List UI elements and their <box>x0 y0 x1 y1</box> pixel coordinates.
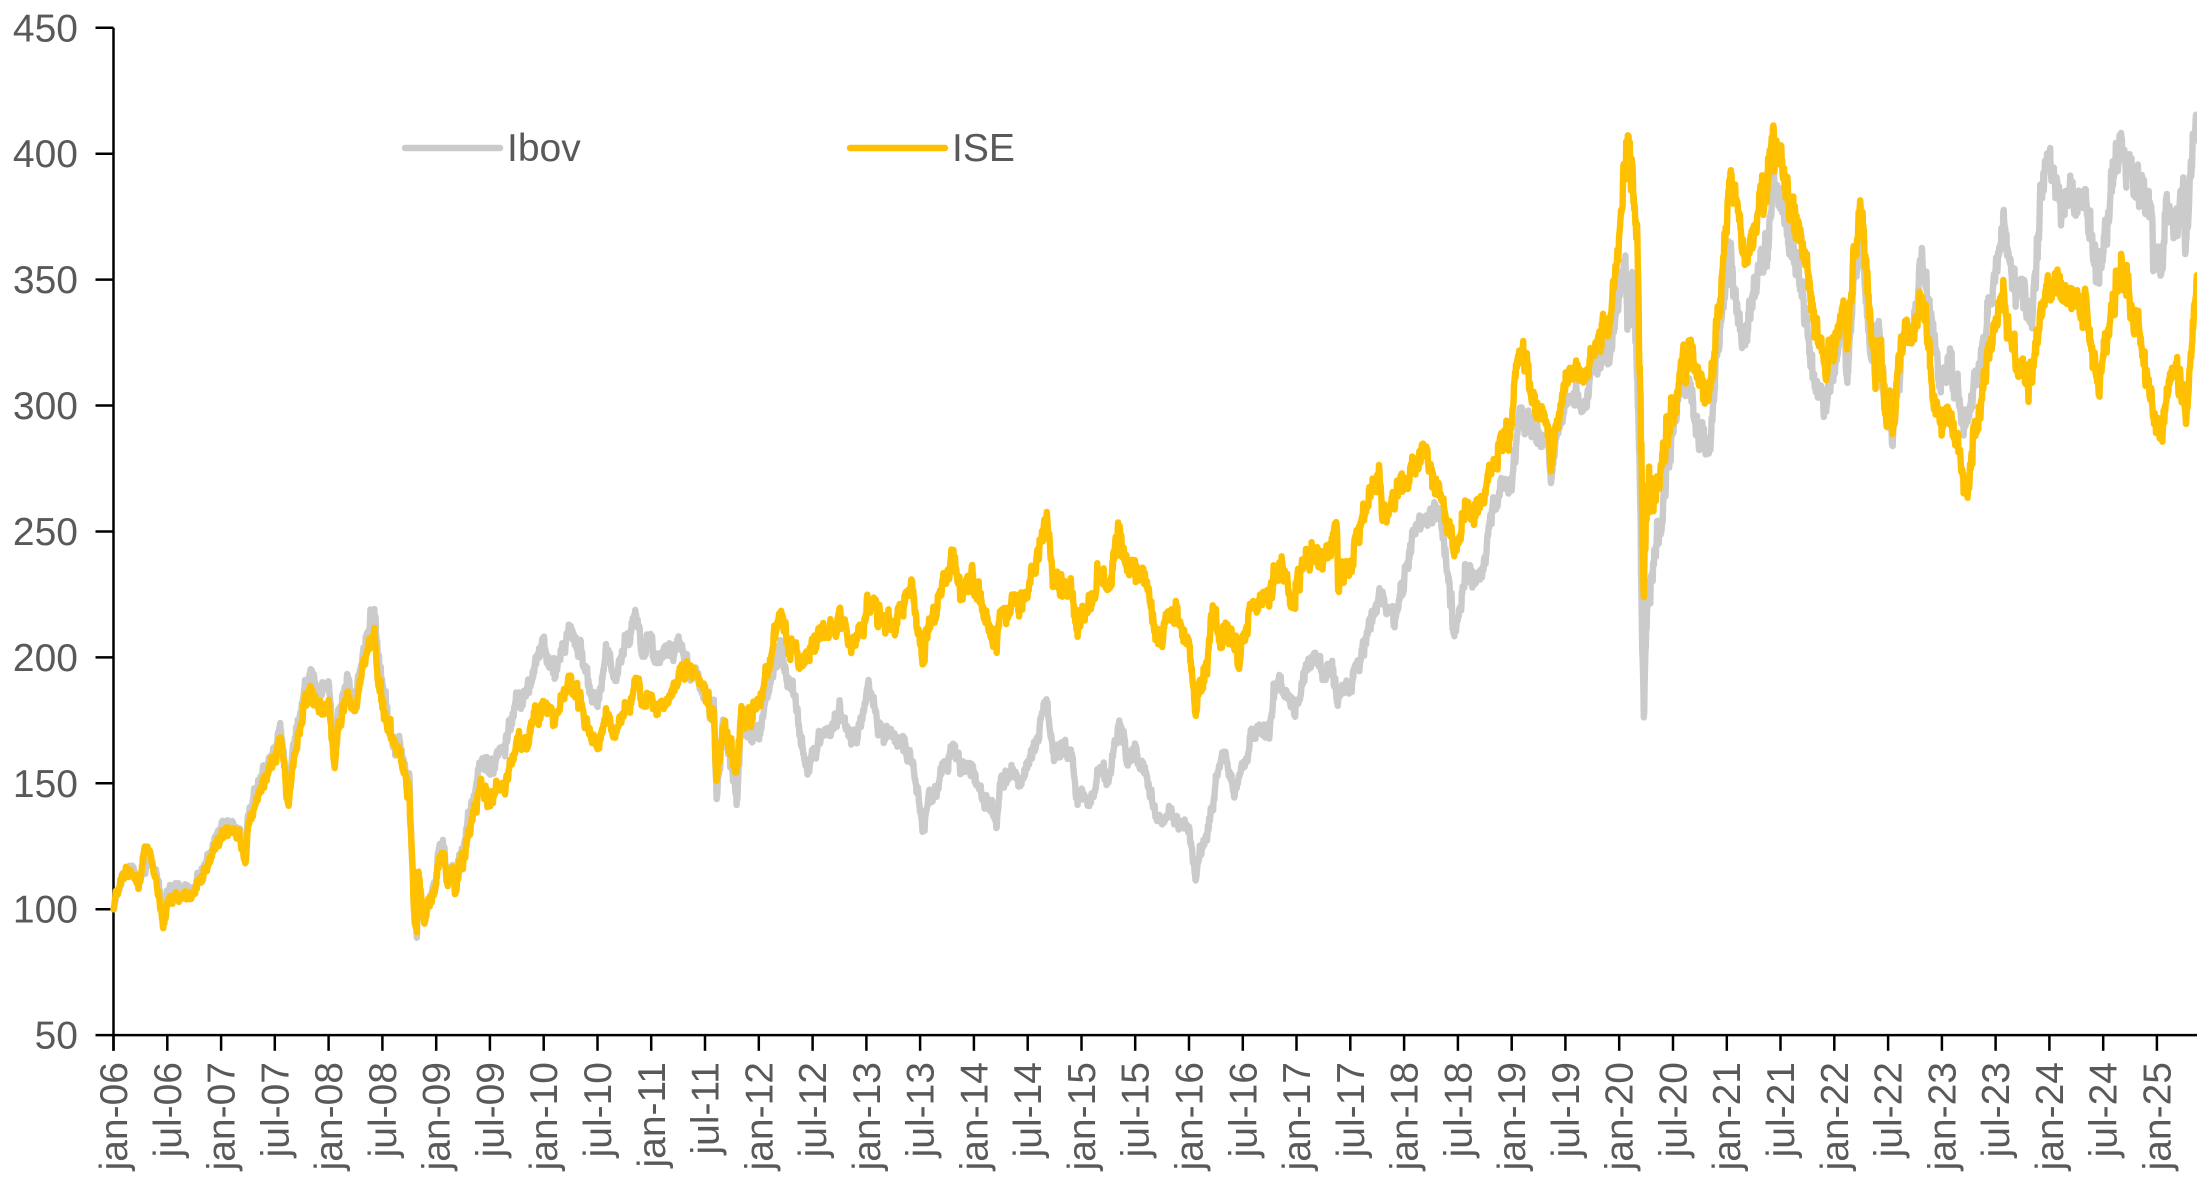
svg-text:jan-22: jan-22 <box>1814 1062 1857 1171</box>
svg-text:jan-08: jan-08 <box>308 1062 351 1171</box>
svg-text:200: 200 <box>13 637 78 680</box>
svg-text:400: 400 <box>13 133 78 176</box>
svg-text:jul-20: jul-20 <box>1653 1062 1696 1158</box>
svg-text:450: 450 <box>13 7 78 50</box>
svg-text:jan-15: jan-15 <box>1061 1062 1104 1171</box>
svg-text:jul-13: jul-13 <box>900 1062 943 1158</box>
svg-text:250: 250 <box>13 511 78 554</box>
svg-text:jul-07: jul-07 <box>254 1062 297 1158</box>
svg-text:jan-21: jan-21 <box>1706 1062 1749 1171</box>
svg-text:jan-19: jan-19 <box>1491 1062 1534 1171</box>
svg-text:jul-08: jul-08 <box>362 1062 405 1158</box>
svg-text:Ibov: Ibov <box>507 127 581 170</box>
svg-text:jan-20: jan-20 <box>1599 1062 1642 1171</box>
svg-text:jan-23: jan-23 <box>1921 1062 1964 1171</box>
svg-text:100: 100 <box>13 889 78 932</box>
svg-text:jan-07: jan-07 <box>201 1062 244 1171</box>
svg-text:jul-23: jul-23 <box>1975 1062 2018 1158</box>
svg-text:50: 50 <box>35 1015 78 1058</box>
svg-text:jan-13: jan-13 <box>846 1062 889 1171</box>
svg-text:jan-18: jan-18 <box>1384 1062 1427 1171</box>
svg-text:jan-06: jan-06 <box>93 1062 136 1171</box>
svg-text:jan-09: jan-09 <box>416 1062 459 1171</box>
svg-text:jul-09: jul-09 <box>469 1062 512 1158</box>
svg-text:jul-24: jul-24 <box>2083 1062 2126 1158</box>
svg-text:jul-17: jul-17 <box>1330 1062 1373 1158</box>
svg-text:jan-11: jan-11 <box>631 1062 674 1169</box>
svg-text:jan-17: jan-17 <box>1276 1062 1319 1171</box>
svg-text:jul-12: jul-12 <box>792 1062 835 1158</box>
svg-text:150: 150 <box>13 763 78 806</box>
svg-text:jul-15: jul-15 <box>1115 1062 1158 1158</box>
svg-text:jul-06: jul-06 <box>147 1062 190 1158</box>
svg-text:350: 350 <box>13 259 78 302</box>
svg-text:jan-10: jan-10 <box>523 1062 566 1171</box>
svg-text:jul-14: jul-14 <box>1007 1062 1050 1158</box>
svg-text:jul-18: jul-18 <box>1437 1062 1480 1158</box>
svg-text:jan-14: jan-14 <box>953 1062 996 1171</box>
svg-text:jul-10: jul-10 <box>577 1062 620 1158</box>
svg-text:jan-24: jan-24 <box>2029 1062 2072 1171</box>
svg-text:jan-16: jan-16 <box>1169 1062 1212 1171</box>
svg-text:jul-21: jul-21 <box>1760 1062 1803 1158</box>
svg-text:jan-12: jan-12 <box>738 1062 781 1171</box>
svg-text:ISE: ISE <box>952 127 1015 170</box>
svg-text:jan-25: jan-25 <box>2136 1062 2179 1171</box>
svg-text:jul-11: jul-11 <box>685 1062 728 1156</box>
svg-text:jul-19: jul-19 <box>1545 1062 1588 1158</box>
svg-text:jul-16: jul-16 <box>1222 1062 1265 1158</box>
svg-text:jul-22: jul-22 <box>1868 1062 1911 1158</box>
svg-text:300: 300 <box>13 385 78 428</box>
